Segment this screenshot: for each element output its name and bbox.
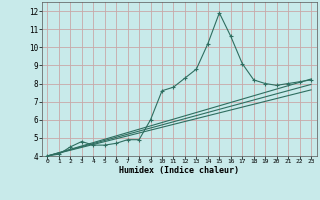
X-axis label: Humidex (Indice chaleur): Humidex (Indice chaleur): [119, 166, 239, 175]
